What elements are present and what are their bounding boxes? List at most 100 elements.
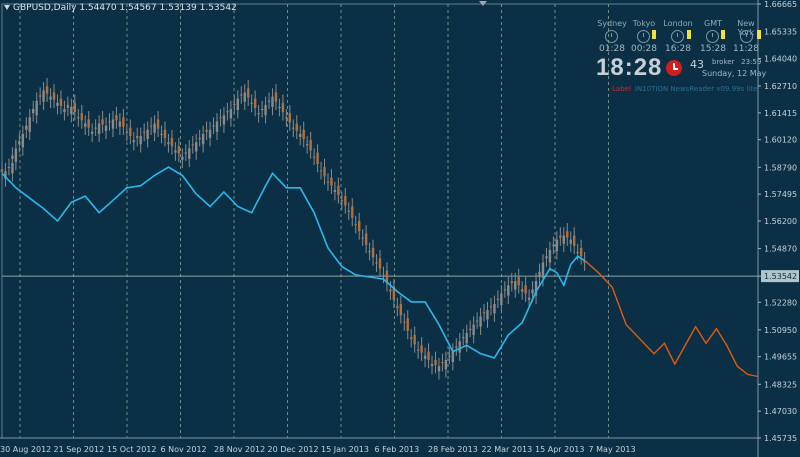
candle-body [236, 98, 240, 111]
clock-time-london: 16:28 [665, 44, 691, 54]
candle-body [73, 102, 77, 113]
time-axis-label: 21 Sep 2012 [54, 445, 105, 454]
candle-body [482, 312, 486, 314]
candle-body [42, 90, 45, 102]
symbol-info: GBPUSD,Daily 1.54470 1.54567 1.53139 1.5… [4, 3, 237, 13]
candle-body [340, 200, 344, 202]
candle-body [170, 138, 174, 147]
candle-body [160, 133, 163, 135]
candle-body [281, 102, 285, 113]
candle-body [111, 119, 115, 129]
symbol-name: GBPUSD,Daily [13, 3, 77, 13]
candle-body [396, 306, 399, 309]
candle-body [18, 141, 21, 145]
ohlc-close: 1.53542 [199, 3, 237, 13]
candle-body [309, 140, 312, 151]
time-axis-label: 20 Dec 2012 [268, 445, 319, 454]
price-axis-label: 1.50950 [764, 326, 797, 335]
time-axis-label: 15 Apr 2013 [535, 445, 584, 454]
candle-body [149, 125, 153, 127]
shift-marker-icon[interactable] [479, 1, 487, 6]
candle-body [576, 252, 579, 254]
ohlc-high: 1.54567 [119, 3, 157, 13]
candle-body [441, 362, 444, 364]
candle-body [292, 127, 295, 129]
candle-body [562, 235, 565, 244]
candle-body [455, 346, 458, 348]
candle-body [427, 351, 430, 360]
candle-body [465, 332, 468, 344]
candle-body [489, 306, 493, 308]
candle-body [167, 142, 170, 145]
candle-body [222, 115, 226, 125]
clock-city-sydney: Sydney [597, 19, 627, 28]
candle-body [174, 150, 177, 153]
time-axis-label: 30 Aug 2012 [0, 445, 51, 454]
clock-face-icon [605, 30, 618, 43]
clock-face-icon [706, 30, 719, 43]
candle-body [517, 276, 520, 286]
candle-body [267, 100, 271, 102]
candle-body [299, 133, 302, 138]
candle-body [403, 321, 406, 323]
candle-body [479, 316, 482, 327]
clock-face-icon [740, 30, 753, 43]
news-reader-text: IN10TION NewsReader v09.99s lite [634, 85, 758, 93]
candle-body [181, 156, 184, 160]
candle-body [215, 121, 219, 132]
candle-body [337, 185, 340, 196]
candle-body [264, 104, 267, 116]
candle-body [503, 289, 507, 291]
candle-body [25, 125, 28, 130]
symbol-dropdown-icon[interactable] [4, 5, 10, 10]
candle-body [399, 303, 403, 316]
time-axis-label: 28 Feb 2013 [428, 445, 478, 454]
candle-body [240, 94, 243, 96]
candle-body [104, 125, 108, 131]
candle-body [32, 109, 35, 114]
candle-body [77, 117, 80, 119]
session-indicator-icon [757, 30, 761, 39]
candle-body [527, 297, 531, 300]
clock-city-tokyo: Tokyo [632, 19, 656, 28]
time-axis-label: 6 Nov 2012 [161, 445, 207, 454]
ohlc-open: 1.54470 [79, 3, 117, 13]
candle-body [285, 117, 288, 119]
price-axis-label: 1.62710 [764, 82, 797, 91]
candle-body [0, 169, 4, 173]
clock-time-newyork: 11:28 [733, 44, 759, 54]
candle-body [416, 349, 420, 351]
candle-body [70, 106, 73, 115]
candle-body [14, 148, 18, 162]
candle-body [139, 135, 142, 145]
overlay-series-line [1, 166, 586, 359]
candle-body [475, 320, 479, 322]
price-axis-label: 1.65335 [764, 28, 797, 37]
candle-body [243, 92, 246, 102]
local-time: 18:28 [596, 54, 663, 81]
candle-body [52, 92, 56, 100]
candle-body [146, 129, 149, 140]
candle-body [569, 239, 572, 244]
price-axis-label: 1.52280 [764, 298, 797, 307]
candle-body [371, 247, 375, 258]
candle-body [444, 359, 448, 370]
time-axis-label: 22 Mar 2013 [482, 445, 533, 454]
candle-body [541, 262, 545, 279]
price-axis-label: 1.66665 [764, 0, 797, 9]
candle-body [520, 289, 524, 292]
current-date: Sunday, 12 May [702, 69, 767, 78]
session-indicator-icon [652, 30, 656, 39]
candle-body [382, 274, 385, 276]
time-axis-label: 15 Jan 2013 [321, 445, 369, 454]
candle-body [354, 224, 357, 226]
candle-body [125, 131, 129, 133]
projection-series-line [584, 259, 759, 378]
candle-body [392, 287, 396, 300]
clock-face-icon [637, 30, 650, 43]
candle-body [153, 123, 156, 133]
candle-body [59, 98, 63, 106]
candle-body [493, 303, 496, 314]
